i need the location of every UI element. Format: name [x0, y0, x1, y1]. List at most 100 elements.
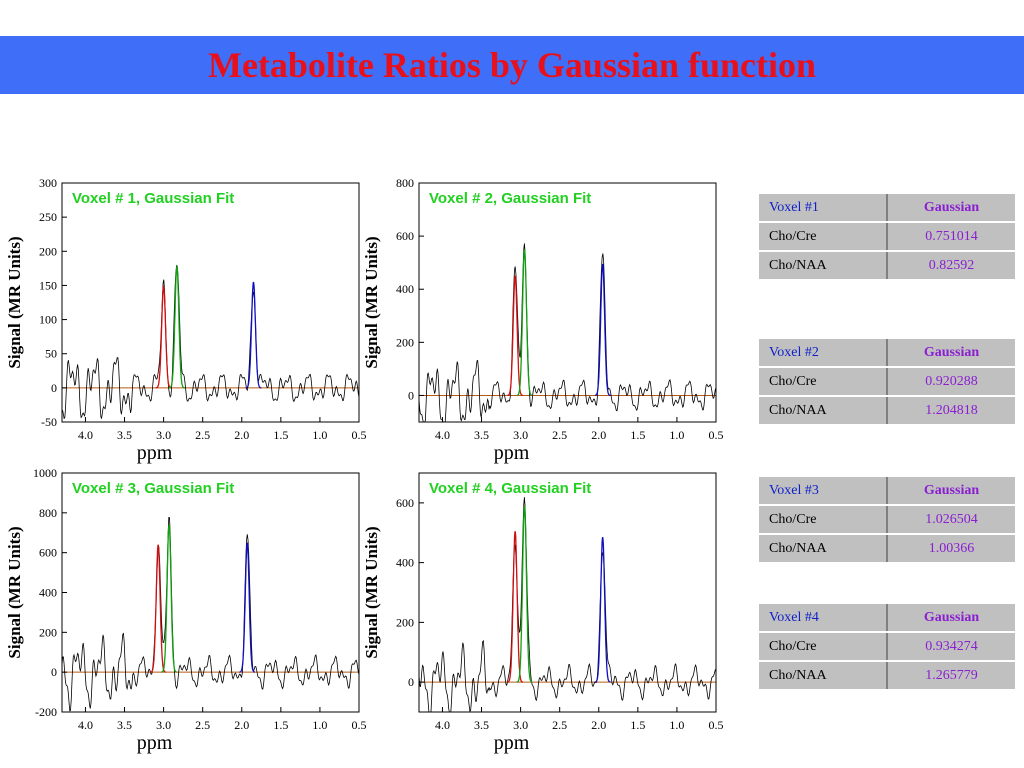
x-tick-label: 2.5	[552, 718, 567, 732]
spectrum-chart-3: -200 0 200 400 600 800 1000 4.0 3.5 3.0 2.5 2.0 1.5 1…	[5, 466, 367, 754]
spectrum-line	[418, 243, 717, 423]
x-tick-label: 3.5	[474, 428, 489, 442]
table-header-voxel: Voxel #3	[759, 477, 887, 506]
y-tick-label: 200	[396, 335, 414, 349]
x-tick-label: 4.0	[435, 718, 450, 732]
x-tick-label: 1.5	[273, 428, 288, 442]
ratio-table-voxel-3: Voxel #3 Gaussian Cho/Cre 1.026504 Cho/N…	[759, 477, 1015, 564]
x-tick-label: 0.5	[709, 718, 724, 732]
table-row: Cho/NAA 1.00366	[759, 534, 1015, 564]
x-tick-label: 1.0	[312, 718, 327, 732]
x-tick-label: 3.0	[513, 718, 528, 732]
x-axis-label: ppm	[137, 732, 173, 754]
table-row: Cho/Cre 1.026504	[759, 505, 1015, 535]
table-row-label: Cho/Cre	[759, 222, 887, 252]
gaussian-peak-blue	[239, 542, 256, 673]
x-tick-label: 1.5	[630, 718, 645, 732]
y-tick-label: -200	[35, 705, 57, 719]
y-axis-label: Signal (MR Units)	[362, 526, 381, 658]
x-tick-label: 4.0	[435, 428, 450, 442]
y-tick-label: 300	[39, 176, 57, 190]
table-header-method: Gaussian	[886, 194, 1015, 223]
x-tick-label: 1.5	[273, 718, 288, 732]
table-row-value: 0.82592	[886, 251, 1015, 281]
x-tick-label: 3.5	[474, 718, 489, 732]
gaussian-peak-blue	[245, 281, 262, 389]
chart-title: Voxel # 2, Gaussian Fit	[429, 190, 591, 207]
y-tick-label: 100	[39, 313, 57, 327]
x-tick-label: 4.0	[78, 718, 93, 732]
y-tick-label: 200	[39, 625, 57, 639]
y-axis-label: Signal (MR Units)	[362, 236, 381, 368]
x-tick-label: 3.5	[117, 428, 132, 442]
table-row: Cho/Cre 0.934274	[759, 632, 1015, 662]
table-row-label: Cho/NAA	[759, 251, 887, 281]
table-row-label: Cho/NAA	[759, 396, 887, 426]
chart-title: Voxel # 3, Gaussian Fit	[72, 480, 234, 497]
ratio-table-voxel-4: Voxel #4 Gaussian Cho/Cre 0.934274 Cho/N…	[759, 604, 1015, 691]
spectrum-chart-2: 0 200 400 600 800 4.0 3.5 3.0 2.5 2.0 1.5 1.0 0.5 ppm…	[362, 176, 724, 464]
chart-title: Voxel # 4, Gaussian Fit	[429, 480, 591, 497]
x-axis-label: ppm	[494, 442, 530, 464]
table-row-value: 0.934274	[886, 632, 1015, 662]
ratio-table-voxel-2: Voxel #2 Gaussian Cho/Cre 0.920288 Cho/N…	[759, 339, 1015, 426]
table-row: Cho/NAA 1.204818	[759, 396, 1015, 426]
y-tick-label: 1000	[33, 466, 57, 480]
gaussian-peak-green	[516, 505, 533, 683]
y-tick-label: -50	[41, 415, 57, 429]
plot-frame	[418, 182, 717, 423]
table-header-row: Voxel #1 Gaussian	[759, 194, 1015, 223]
gaussian-peak-green	[161, 524, 177, 673]
y-tick-label: 0	[408, 388, 414, 402]
y-tick-label: 200	[39, 244, 57, 258]
x-tick-label: 1.5	[630, 428, 645, 442]
table-row-value: 1.204818	[886, 396, 1015, 426]
table-row-value: 1.026504	[886, 505, 1015, 535]
table-row: Cho/NAA 0.82592	[759, 251, 1015, 281]
gaussian-peak-green	[169, 264, 185, 389]
x-tick-label: 2.0	[234, 428, 249, 442]
gaussian-peak-red	[155, 284, 172, 389]
y-axis-label: Signal (MR Units)	[5, 236, 24, 368]
table-header-voxel: Voxel #2	[759, 339, 887, 368]
table-row-value: 0.920288	[886, 367, 1015, 397]
x-tick-label: 2.5	[195, 718, 210, 732]
table-row: Cho/Cre 0.920288	[759, 367, 1015, 397]
y-tick-label: 600	[39, 546, 57, 560]
table-header-row: Voxel #2 Gaussian	[759, 339, 1015, 368]
y-tick-label: 800	[396, 176, 414, 190]
x-tick-label: 1.0	[669, 718, 684, 732]
x-tick-label: 3.0	[156, 428, 171, 442]
table-row-value: 0.751014	[886, 222, 1015, 252]
y-tick-label: 400	[39, 586, 57, 600]
x-tick-label: 3.5	[117, 718, 132, 732]
y-tick-label: 600	[396, 229, 414, 243]
y-tick-label: 50	[45, 347, 57, 361]
y-tick-label: 150	[39, 278, 57, 292]
spectrum-chart-1: -50 0 50 100 150 200 250 300 4.0 3.5 3.0 2.5 2.0 1.5 1…	[5, 176, 367, 464]
y-tick-label: 0	[408, 675, 414, 689]
x-tick-label: 2.5	[552, 428, 567, 442]
x-tick-label: 1.0	[312, 428, 327, 442]
x-axis-label: ppm	[494, 732, 530, 754]
table-row-label: Cho/NAA	[759, 534, 887, 564]
spectrum-line	[418, 497, 717, 713]
x-tick-label: 2.0	[234, 718, 249, 732]
table-row: Cho/Cre 0.751014	[759, 222, 1015, 252]
y-tick-label: 400	[396, 556, 414, 570]
ratio-table-voxel-1: Voxel #1 Gaussian Cho/Cre 0.751014 Cho/N…	[759, 194, 1015, 281]
x-tick-label: 4.0	[78, 428, 93, 442]
table-row-label: Cho/Cre	[759, 367, 887, 397]
table-row-label: Cho/Cre	[759, 505, 887, 535]
x-tick-label: 0.5	[352, 718, 367, 732]
gaussian-peak-green	[516, 249, 533, 397]
plot-frame	[61, 182, 360, 423]
table-header-method: Gaussian	[886, 604, 1015, 633]
x-tick-label: 0.5	[709, 428, 724, 442]
table-header-voxel: Voxel #1	[759, 194, 887, 223]
x-tick-label: 1.0	[669, 428, 684, 442]
y-tick-label: 800	[39, 506, 57, 520]
y-tick-label: 0	[51, 665, 57, 679]
y-tick-label: 400	[396, 282, 414, 296]
